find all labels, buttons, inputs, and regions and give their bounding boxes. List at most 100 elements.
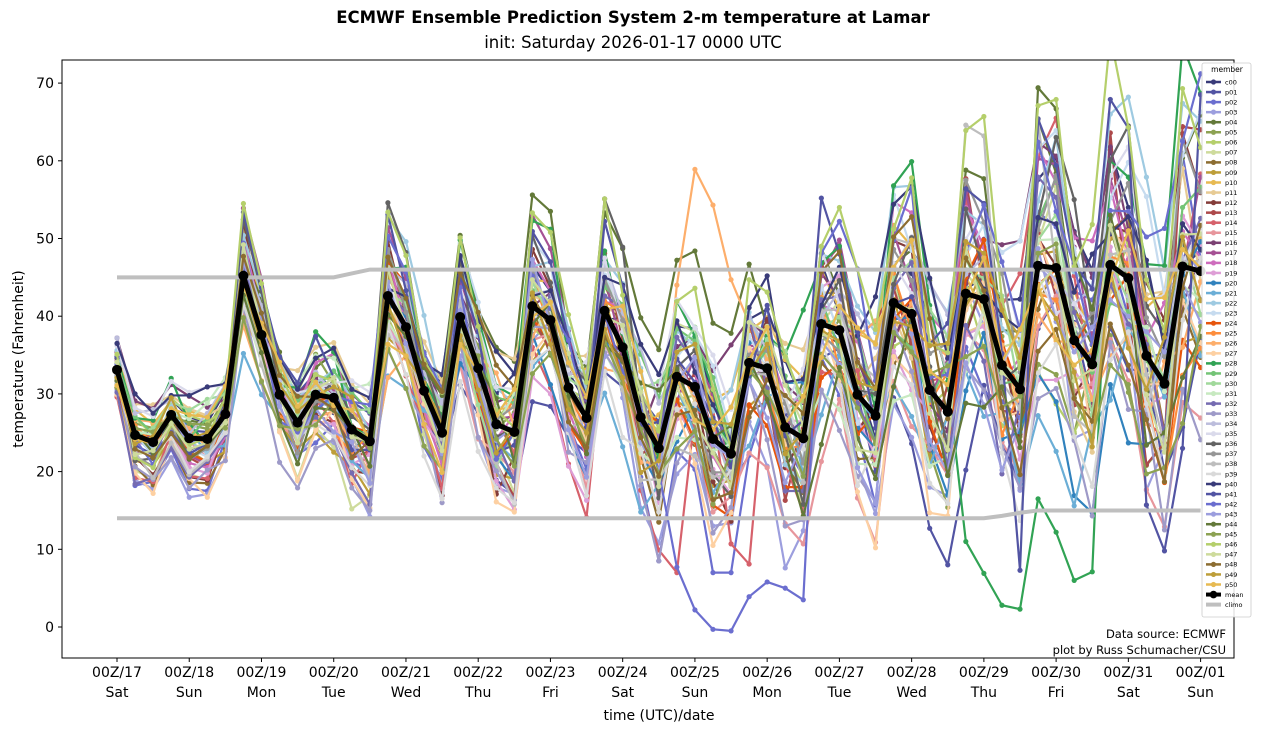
member-point — [367, 402, 373, 408]
member-point — [1107, 157, 1113, 163]
member-point — [927, 368, 933, 374]
member-point — [818, 458, 824, 465]
member-point — [1107, 397, 1113, 403]
data-source-annotation: Data source: ECMWF — [1106, 627, 1226, 641]
member-point — [638, 315, 644, 321]
member-point — [276, 459, 283, 465]
legend-label: p19 — [1225, 269, 1237, 277]
member-point — [132, 481, 138, 487]
mean-point — [256, 329, 267, 340]
member-point — [114, 382, 120, 388]
member-point — [421, 361, 427, 367]
x-tick-label-day: Sat — [1117, 685, 1140, 701]
member-point — [620, 244, 626, 250]
member-point — [493, 384, 499, 390]
y-tick-label: 40 — [36, 309, 54, 325]
member-point — [620, 444, 626, 450]
member-point — [981, 287, 987, 294]
member-point — [963, 467, 969, 473]
member-point — [258, 378, 265, 385]
member-point — [854, 303, 861, 309]
member-point — [276, 403, 283, 409]
member-point — [1053, 399, 1059, 405]
member-point — [439, 388, 445, 395]
member-point — [132, 446, 138, 452]
member-point — [800, 393, 806, 399]
member-point — [439, 496, 445, 502]
legend-label: p36 — [1225, 440, 1237, 448]
member-point — [1143, 296, 1150, 302]
member-point — [782, 392, 788, 399]
member-point — [186, 392, 192, 399]
member-point — [276, 423, 283, 429]
legend-entry-p35: p35 — [1206, 430, 1237, 438]
member-point — [656, 519, 662, 525]
legend-label: p23 — [1225, 309, 1237, 317]
member-point — [963, 239, 969, 245]
member-point — [385, 200, 391, 206]
member-point — [728, 330, 734, 336]
member-point — [710, 402, 716, 408]
member-point — [710, 320, 716, 326]
member-point — [529, 210, 535, 216]
member-point — [836, 303, 843, 309]
member-point — [872, 326, 879, 333]
y-tick-label: 30 — [36, 387, 54, 403]
member-point — [692, 607, 698, 613]
member-point — [1179, 374, 1186, 381]
member-point — [114, 335, 120, 341]
mean-point — [202, 433, 213, 444]
member-point — [1017, 270, 1023, 277]
member-point — [963, 360, 969, 366]
member-point — [295, 478, 301, 484]
member-point — [1053, 377, 1059, 383]
member-point — [999, 370, 1005, 376]
member-point — [1053, 162, 1059, 169]
member-point — [872, 462, 879, 468]
member-point — [1035, 413, 1041, 419]
x-tick-label-time: 00Z/27 — [814, 665, 864, 681]
member-point — [656, 347, 662, 353]
member-point — [981, 176, 987, 182]
member-point — [529, 290, 535, 296]
legend-label: p35 — [1225, 430, 1237, 438]
member-point — [367, 445, 373, 451]
member-point — [1125, 381, 1131, 388]
member-point — [836, 249, 843, 255]
member-point — [132, 410, 138, 416]
member-point — [890, 183, 897, 189]
x-tick-label-day: Mon — [247, 685, 277, 701]
mean-point — [112, 364, 122, 375]
legend-marker — [1210, 179, 1217, 186]
legend-entry-p34: p34 — [1206, 420, 1237, 428]
member-point — [945, 363, 951, 369]
mean-point — [346, 424, 357, 435]
member-point — [800, 473, 806, 479]
legend-entry-p36: p36 — [1206, 440, 1237, 448]
member-point — [1161, 349, 1168, 355]
member-point — [602, 293, 608, 299]
member-point — [800, 528, 806, 534]
member-point — [295, 485, 301, 491]
member-point — [1107, 212, 1113, 218]
x-tick-label-time: 00Z/01 — [1176, 665, 1226, 681]
member-point — [186, 469, 192, 475]
member-point — [349, 465, 355, 471]
member-point — [583, 493, 590, 499]
legend-label: p03 — [1225, 108, 1237, 116]
legend-entry-p42: p42 — [1206, 500, 1237, 508]
member-point — [457, 341, 463, 347]
member-point — [475, 299, 481, 305]
member-point — [764, 396, 770, 402]
member-point — [818, 369, 824, 375]
member-point — [854, 311, 861, 317]
member-point — [1125, 247, 1131, 253]
member-point — [782, 340, 788, 346]
member-point — [1107, 321, 1113, 327]
member-point — [836, 204, 843, 211]
member-point — [890, 398, 897, 404]
legend-marker — [1210, 99, 1217, 105]
member-point — [565, 427, 572, 433]
member-point — [1161, 394, 1168, 400]
member-point — [1053, 371, 1059, 378]
